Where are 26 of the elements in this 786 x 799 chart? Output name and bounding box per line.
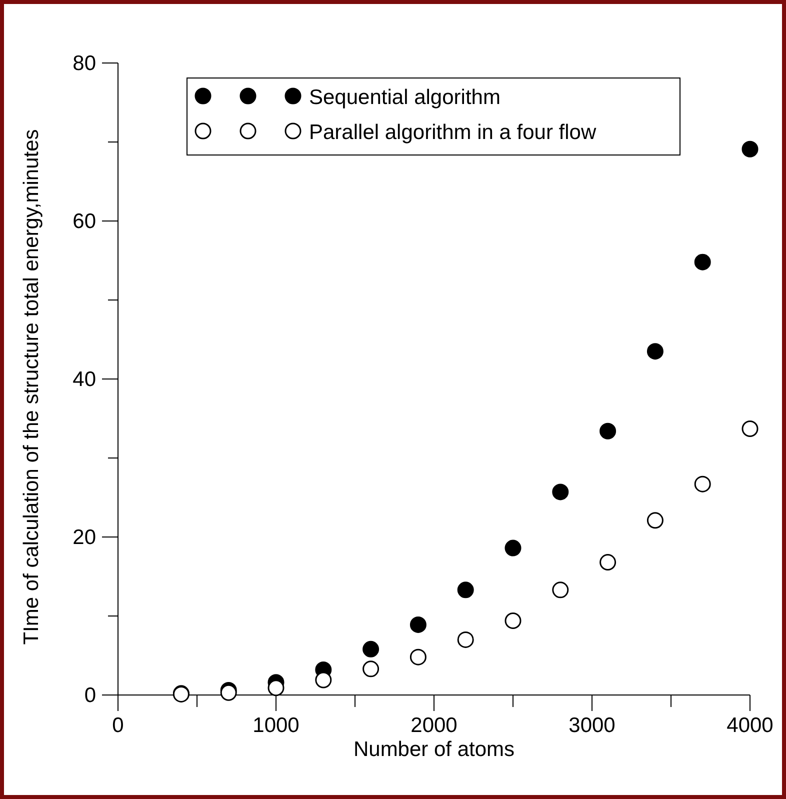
legend-label: Sequential algorithm <box>309 86 500 109</box>
y-axis-title: TIme of calculation of the structure total energy,minutes <box>20 129 43 645</box>
point <box>220 684 237 701</box>
point <box>410 616 426 633</box>
y-tick-label: 40 <box>72 368 96 391</box>
y-tick-label: 20 <box>72 526 96 549</box>
point <box>552 484 569 500</box>
point <box>362 640 380 658</box>
x-tick-label: 1000 <box>252 714 300 737</box>
point <box>694 254 711 270</box>
point <box>600 422 616 440</box>
x-tick-label: 2000 <box>410 714 458 737</box>
point <box>315 672 332 688</box>
point <box>504 540 522 556</box>
y-tick-label: 60 <box>72 210 96 233</box>
point <box>646 343 664 360</box>
point <box>742 140 758 158</box>
x-tick-label: 3000 <box>568 714 616 737</box>
legend-label: Parallel algorithm in a four flow <box>309 121 597 144</box>
x-tick-label: 0 <box>112 714 124 737</box>
point <box>457 582 474 598</box>
x-tick-label: 4000 <box>726 714 774 737</box>
y-tick-label: 0 <box>84 684 96 707</box>
y-tick-label: 80 <box>72 52 96 75</box>
point <box>268 680 284 696</box>
x-axis-title: Number of atoms <box>353 738 515 761</box>
